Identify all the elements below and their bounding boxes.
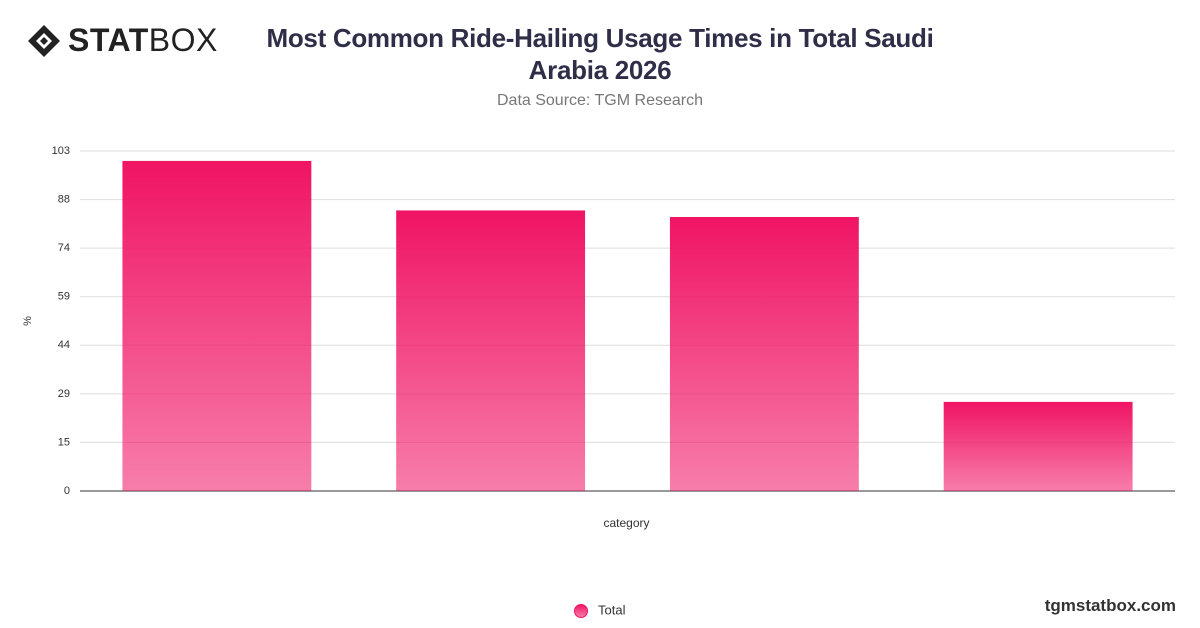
y-tick-label: 15: [58, 436, 70, 448]
y-tick-label: 59: [58, 291, 70, 303]
y-tick-label: 44: [58, 339, 70, 351]
bar: [396, 210, 586, 491]
y-axis-label: %: [22, 316, 34, 326]
logo-icon: [28, 24, 60, 57]
chart-title: Most Common Ride-Hailing Usage Times in …: [266, 23, 934, 85]
logo-light: BOX: [148, 22, 218, 58]
bar: [943, 401, 1133, 491]
y-tick-label: 88: [58, 193, 70, 205]
x-axis-label: category: [603, 516, 649, 530]
y-tick-label: 103: [52, 145, 70, 157]
logo-strong: STAT: [68, 22, 149, 58]
legend-label: Total: [598, 602, 626, 617]
y-tick-label: 29: [58, 388, 70, 400]
logo: STAT BOX: [26, 22, 218, 59]
footer: tgmstatbox.com: [1044, 596, 1176, 615]
bar: [669, 217, 859, 492]
y-tick-label: 74: [58, 242, 70, 254]
y-tick-label: 0: [64, 485, 70, 497]
bar: [122, 160, 312, 492]
legend-marker: [574, 604, 588, 618]
chart-subtitle: Data Source: TGM Research: [496, 92, 703, 109]
